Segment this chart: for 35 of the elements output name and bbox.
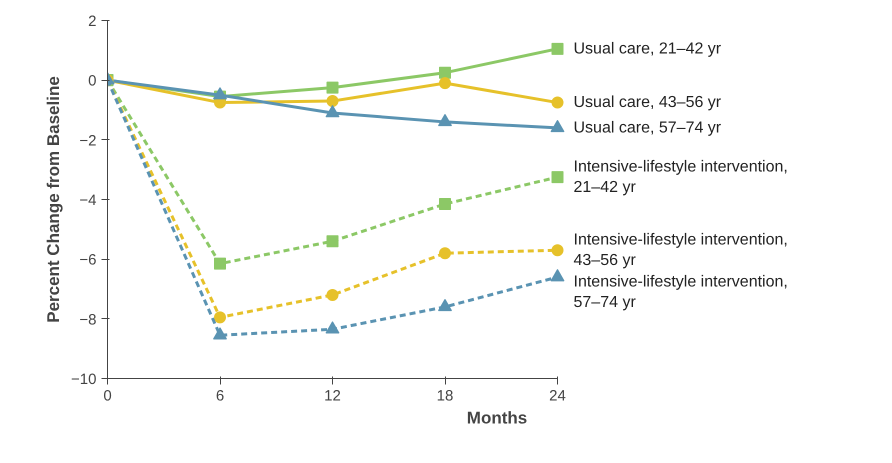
y-tick-label: 2 [88, 13, 96, 30]
x-axis-title: Months [466, 408, 528, 428]
series-label: Intensive-lifestyle intervention, 21–42 yr [574, 158, 788, 196]
y-tick-label: −6 [79, 252, 97, 269]
x-tick-label: 18 [436, 388, 454, 404]
series-label: Usual care, 43–56 yr [574, 94, 722, 112]
y-tick-label: −4 [79, 192, 97, 209]
x-tick-label: 24 [549, 388, 566, 404]
y-tick-label: −10 [71, 371, 97, 388]
series-label: Intensive-lifestyle intervention, 57–74 yr [574, 274, 788, 311]
point [439, 77, 451, 90]
y-axis-title: Percent Change from Baseline [44, 76, 64, 323]
point [326, 235, 338, 248]
y-tick-label: −2 [79, 132, 97, 150]
y-tick-label: 0 [88, 72, 96, 90]
x-tick-label: 12 [324, 388, 341, 404]
point [552, 42, 564, 55]
point [326, 288, 338, 301]
point [214, 258, 226, 270]
point [439, 198, 451, 210]
point [552, 244, 564, 256]
x-tick-label: 0 [103, 388, 112, 404]
point [439, 66, 451, 79]
series-label: Usual care, 21–42 yr [574, 40, 722, 58]
y-tick-label: −8 [79, 311, 97, 328]
x-tick-label: 6 [216, 388, 224, 404]
series-label: Usual care, 57–74 yr [574, 119, 722, 136]
point [326, 321, 340, 334]
point [439, 247, 451, 260]
point [552, 171, 564, 184]
series-label: Intensive-lifestyle intervention, 43–56 yr [574, 232, 788, 269]
point [214, 311, 226, 324]
point [326, 82, 338, 94]
point [326, 95, 338, 108]
point [552, 96, 564, 109]
